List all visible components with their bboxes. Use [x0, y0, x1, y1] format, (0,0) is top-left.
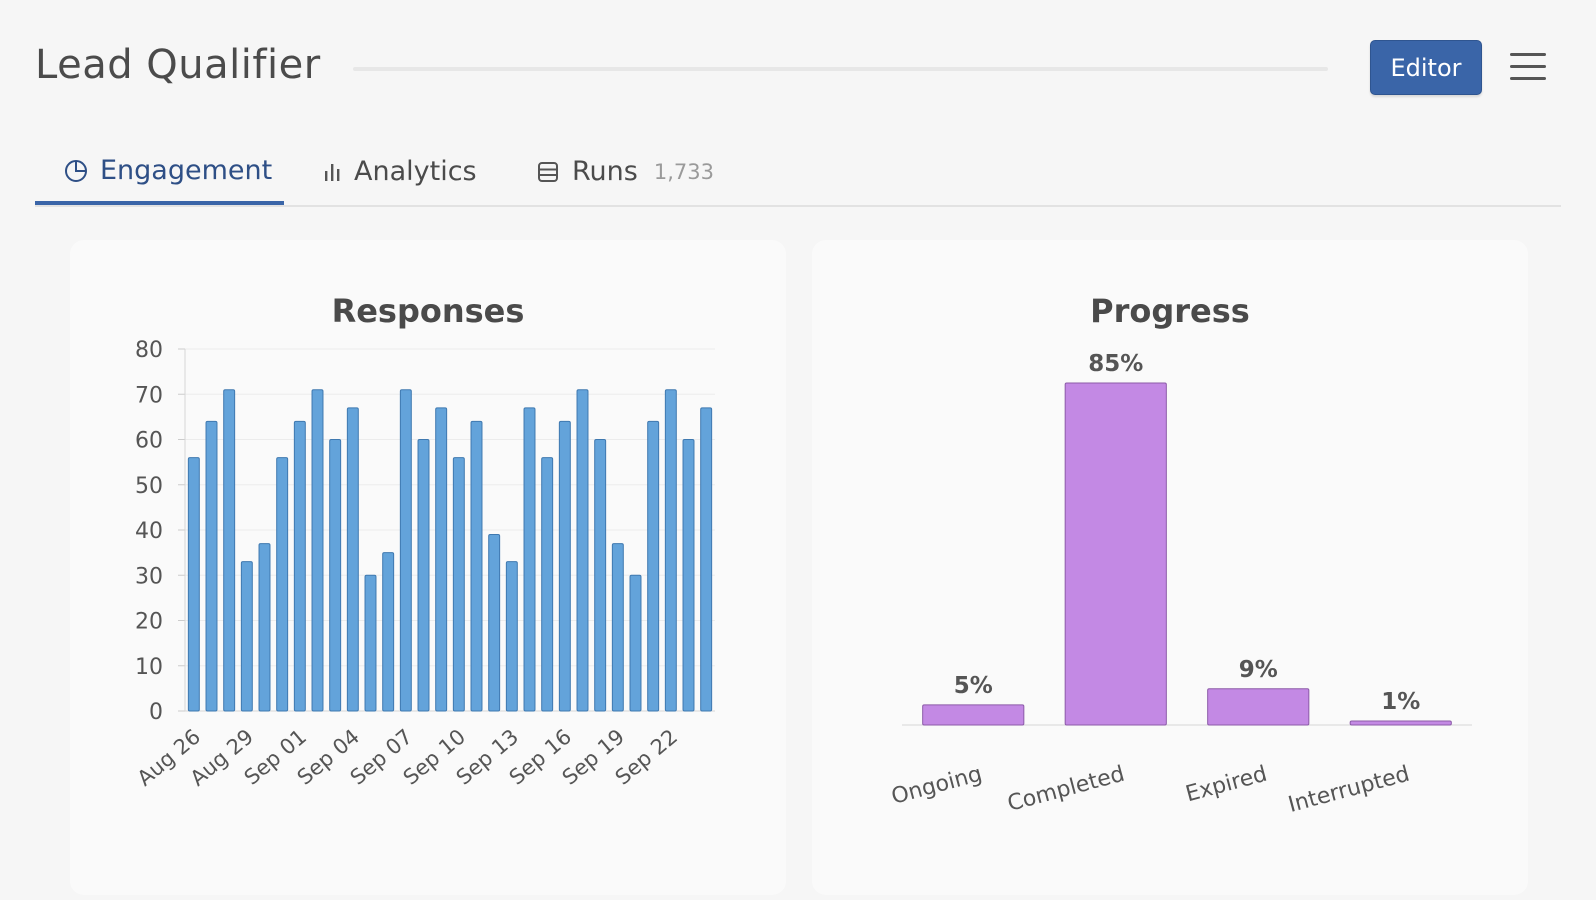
editor-button[interactable]: Editor — [1370, 40, 1482, 95]
bar — [240, 561, 253, 712]
x-tick-label: Interrupted — [1286, 762, 1413, 818]
title-divider — [353, 67, 1328, 71]
x-tick-label: Ongoing — [889, 762, 985, 810]
bar — [647, 420, 660, 712]
bar — [594, 439, 607, 712]
bar — [1349, 720, 1452, 726]
y-tick-label: 10 — [135, 655, 163, 680]
bar — [576, 389, 589, 712]
bar-chart-icon — [325, 163, 340, 181]
data-label: 9% — [1239, 657, 1278, 683]
progress-card: Progress 5% Ongoing 85% Completed 9% Expired 1%… — [812, 240, 1528, 895]
data-label: 85% — [1088, 351, 1143, 377]
bar — [205, 420, 218, 712]
pie-chart-icon — [65, 159, 87, 182]
bar — [505, 561, 518, 712]
chart-title: Progress — [1090, 292, 1250, 330]
tab-runs[interactable]: Runs 1,733 — [536, 140, 714, 203]
y-tick-label: 30 — [135, 564, 163, 589]
y-tick-label: 50 — [135, 474, 163, 499]
responses-card: Responses 0 10 20 30 40 50 60 70 80 Aug 26 Aug 29 Se… — [70, 240, 786, 895]
bar — [311, 389, 324, 712]
tab-analytics-label: Analytics — [354, 156, 477, 187]
bar — [223, 389, 236, 712]
bar — [922, 704, 1025, 726]
bar — [664, 389, 677, 712]
bar — [399, 389, 412, 712]
y-tick-label: 20 — [135, 610, 163, 635]
data-label: 1% — [1381, 689, 1420, 715]
tab-runs-label: Runs — [572, 156, 638, 187]
bar — [1207, 688, 1310, 726]
bar — [293, 420, 306, 712]
bar — [682, 439, 695, 712]
x-tick-label: Expired — [1183, 762, 1270, 808]
bar — [629, 574, 642, 712]
tab-bar: Engagement Analytics Runs 1,733 — [35, 140, 1561, 207]
bar — [258, 543, 271, 712]
bar — [470, 420, 483, 712]
page-title: Lead Qualifier — [35, 42, 321, 88]
progress-chart: Progress 5% Ongoing 85% Completed 9% Expired 1%… — [889, 292, 1472, 818]
bar — [435, 407, 448, 712]
y-tick-label: 70 — [135, 383, 163, 408]
x-tick-label: Completed — [1005, 762, 1127, 817]
runs-count-badge: 1,733 — [653, 159, 714, 184]
bar — [276, 457, 289, 712]
bar — [187, 457, 200, 712]
header: Lead Qualifier Editor — [0, 0, 1596, 130]
y-tick-label: 40 — [135, 519, 163, 544]
hamburger-icon[interactable] — [1508, 50, 1548, 84]
bar — [541, 457, 554, 712]
bar — [1064, 382, 1167, 726]
bar — [346, 407, 359, 712]
list-icon — [538, 161, 558, 182]
bar — [488, 534, 501, 712]
bar — [329, 439, 342, 712]
bar — [364, 574, 377, 712]
tab-engagement[interactable]: Engagement — [35, 140, 284, 205]
chart-title: Responses — [332, 292, 525, 330]
data-label: 5% — [954, 673, 993, 699]
tab-analytics[interactable]: Analytics — [322, 140, 477, 203]
bar — [417, 439, 430, 712]
bar — [611, 543, 624, 712]
bar — [523, 407, 536, 712]
y-tick-label: 80 — [135, 338, 163, 363]
y-tick-label: 0 — [149, 700, 163, 725]
bar — [558, 420, 571, 712]
bar — [382, 552, 395, 712]
bar — [700, 407, 713, 712]
tab-engagement-label: Engagement — [100, 155, 273, 186]
bar — [452, 457, 465, 712]
y-tick-label: 60 — [135, 429, 163, 454]
